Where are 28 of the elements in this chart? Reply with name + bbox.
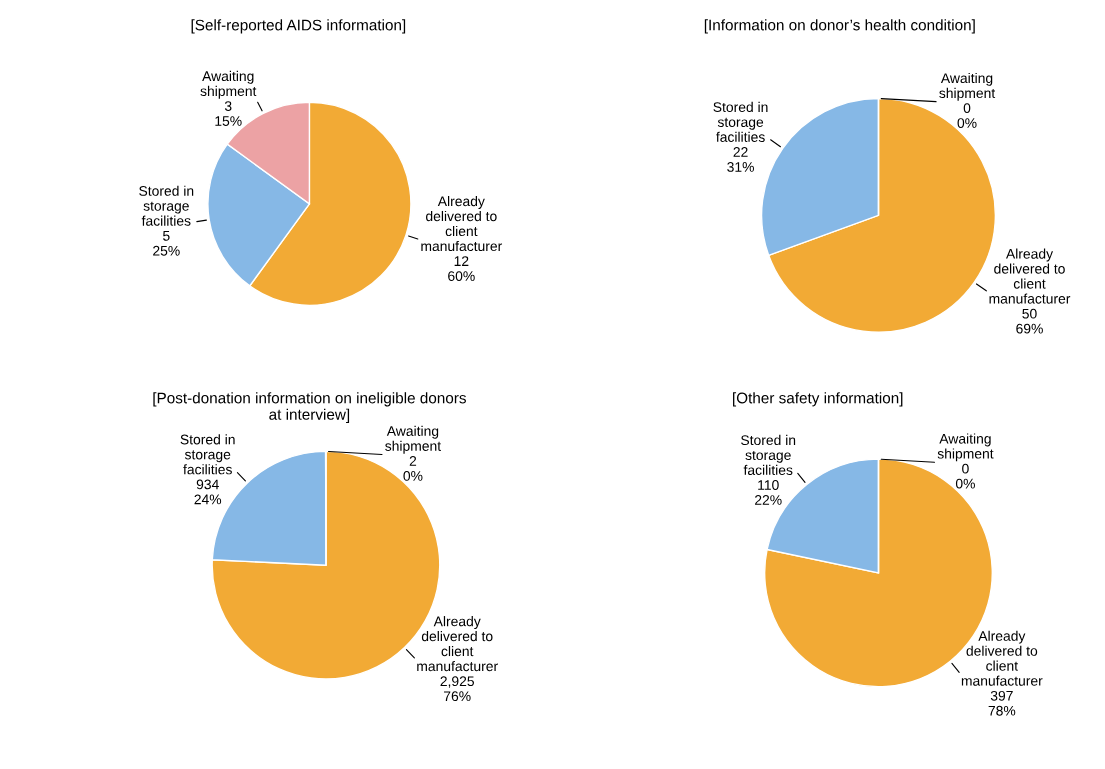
text: 0 0% [955, 463, 975, 489]
slice-label: Already delivered to client manufacturer [421, 195, 503, 252]
slice-label: Awaiting shipment [385, 425, 441, 454]
slice-label: Stored in storage facilities [713, 101, 768, 142]
slice-label: Already delivered to client manufacturer [961, 630, 1043, 686]
chart-title: [Post-donation information on ineligible donors at interview] [153, 392, 466, 423]
category-label: Awaiting shipment [939, 72, 996, 101]
text: 0 0% [957, 103, 977, 128]
data-label: 2 0% [403, 456, 423, 481]
data-label: 2,925 76% [440, 676, 474, 702]
slice-label: Stored in storage facilities [180, 434, 235, 475]
slice-label: Awaiting shipment [200, 70, 257, 99]
data-label: 22 31% [727, 147, 754, 172]
data-label: 50 69% [1016, 308, 1043, 334]
data-label: 12 60% [448, 256, 475, 281]
data-label: 3 15% [215, 101, 242, 126]
chart-title: [Self-reported AIDS information] [191, 19, 406, 34]
slice-label: Already delivered to client manufacturer [989, 248, 1071, 304]
data-label: 110 22% [755, 480, 782, 505]
data-label: 397 78% [988, 690, 1016, 716]
data-label: 5 25% [153, 231, 180, 256]
data-label: 934 24% [194, 479, 222, 505]
slice-label: Already delivered to client manufacturer [417, 616, 498, 672]
slice-label: Stored in storage facilities [139, 185, 194, 226]
category-label: Awaiting shipment [937, 433, 994, 462]
chart-title: [Other safety information] [733, 392, 903, 407]
slice-label: Stored in storage facilities [741, 434, 796, 475]
chart-title: [Information on donor’s health condition] [704, 19, 975, 34]
